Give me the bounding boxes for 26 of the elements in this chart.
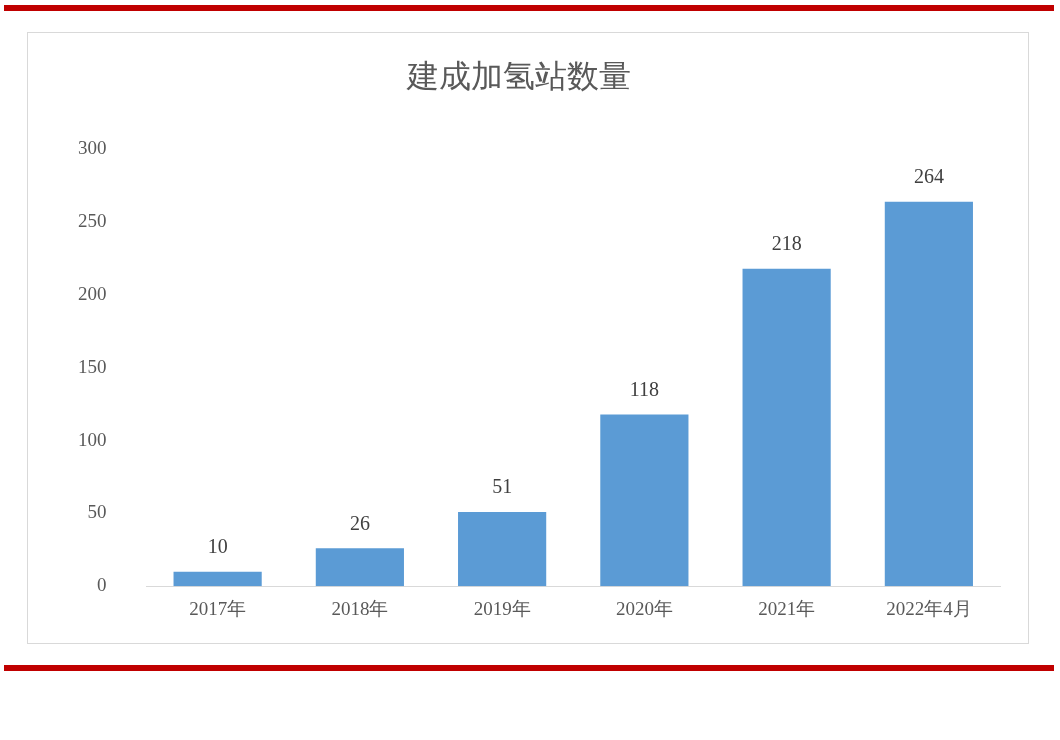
data-label: 26 [349, 511, 370, 534]
x-tick-label: 2019年 [473, 597, 531, 619]
data-label: 51 [492, 475, 513, 498]
bar [742, 268, 831, 587]
x-tick-label: 2021年 [758, 597, 816, 619]
x-tick-label: 2018年 [331, 597, 389, 619]
bar [458, 511, 547, 587]
y-tick-label: 250 [78, 210, 107, 232]
data-label: 218 [771, 232, 802, 255]
bar [600, 414, 689, 587]
y-tick-label: 200 [78, 282, 107, 304]
y-tick-label: 0 [97, 574, 107, 596]
x-tick-label: 2017年 [189, 597, 247, 619]
x-tick-label: 2022年4月 [886, 597, 972, 619]
chart-title: 建成加氢站数量 [406, 57, 631, 94]
y-tick-label: 50 [87, 501, 107, 523]
x-tick-label: 2020年 [615, 597, 673, 619]
y-tick-label: 300 [78, 137, 107, 159]
data-label: 264 [913, 165, 944, 188]
bar [173, 571, 262, 587]
bar [884, 201, 973, 587]
data-label: 118 [629, 377, 660, 400]
y-tick-label: 150 [78, 355, 107, 377]
y-tick-label: 100 [78, 428, 107, 450]
bar [315, 548, 404, 587]
data-label: 10 [207, 534, 228, 557]
